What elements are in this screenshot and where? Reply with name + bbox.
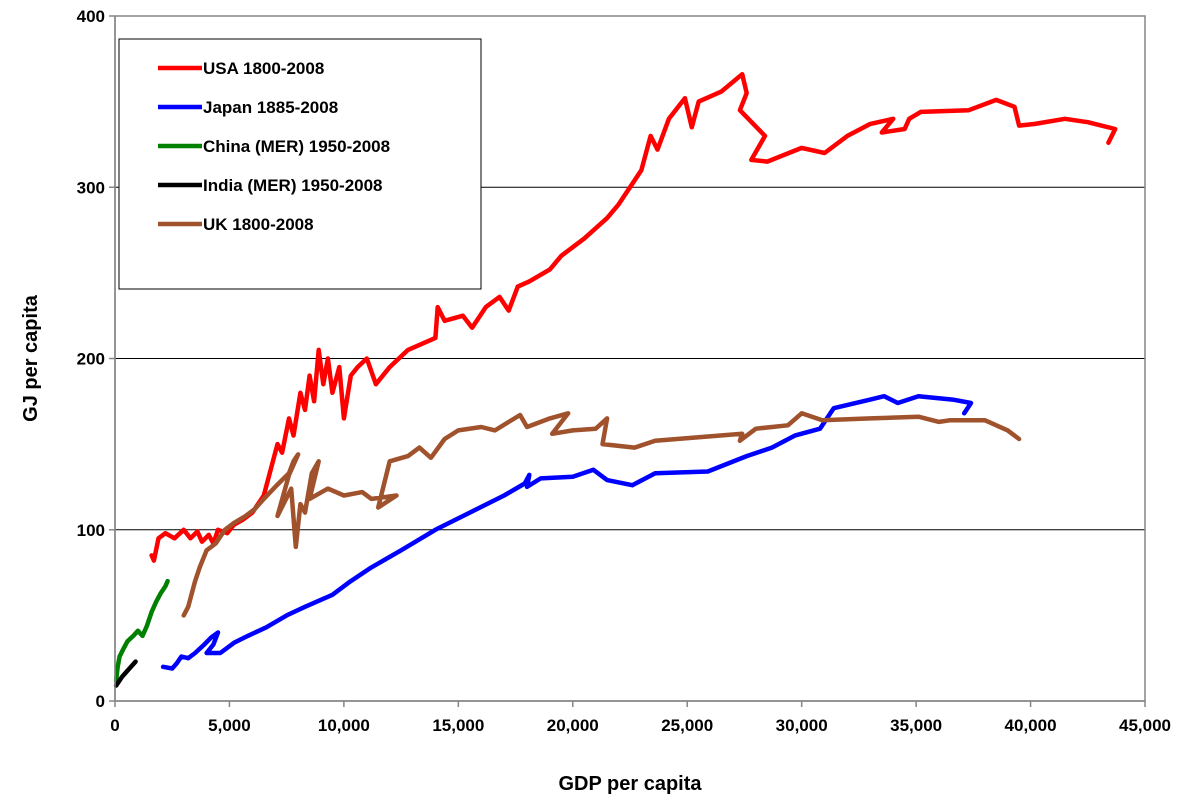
y-tick-label: 0	[96, 692, 105, 711]
legend-box	[118, 38, 482, 290]
x-tick-label: 25,000	[661, 716, 713, 735]
y-axis-title: GJ per capita	[20, 294, 42, 422]
series-line-2	[113, 578, 170, 683]
x-tick-label: 20,000	[547, 716, 599, 735]
x-tick-label: 30,000	[776, 716, 828, 735]
x-tick-label: 10,000	[318, 716, 370, 735]
x-tick-label: 35,000	[890, 716, 942, 735]
legend: USA 1800-2008 Japan 1885-2008 China (MER) …	[118, 38, 482, 290]
x-tick-label: 15,000	[432, 716, 484, 735]
series-line-4	[181, 411, 1022, 618]
y-tick-label: 100	[77, 521, 105, 540]
axis-layer: 0 100 200 300 400 0 5,000 10,000 15,000 20,000 25,…	[77, 7, 1171, 735]
x-tick-label: 0	[110, 716, 119, 735]
legend-label: Japan 1885-2008	[203, 98, 338, 117]
x-axis-title: GDP per capita	[558, 773, 702, 795]
legend-label: USA 1800-2008	[203, 59, 324, 78]
y-tick-label: 400	[77, 7, 105, 26]
legend-label: India (MER) 1950-2008	[203, 176, 383, 195]
legend-label: UK 1800-2008	[203, 215, 314, 234]
y-tick-label: 200	[77, 350, 105, 369]
legend-label: China (MER) 1950-2008	[203, 137, 390, 156]
x-tick-label: 45,000	[1119, 716, 1171, 735]
series-line-3	[113, 659, 138, 688]
x-tick-label: 40,000	[1005, 716, 1057, 735]
x-tick-label: 5,000	[208, 716, 251, 735]
series-layer	[113, 71, 1118, 688]
y-tick-label: 300	[77, 178, 105, 197]
